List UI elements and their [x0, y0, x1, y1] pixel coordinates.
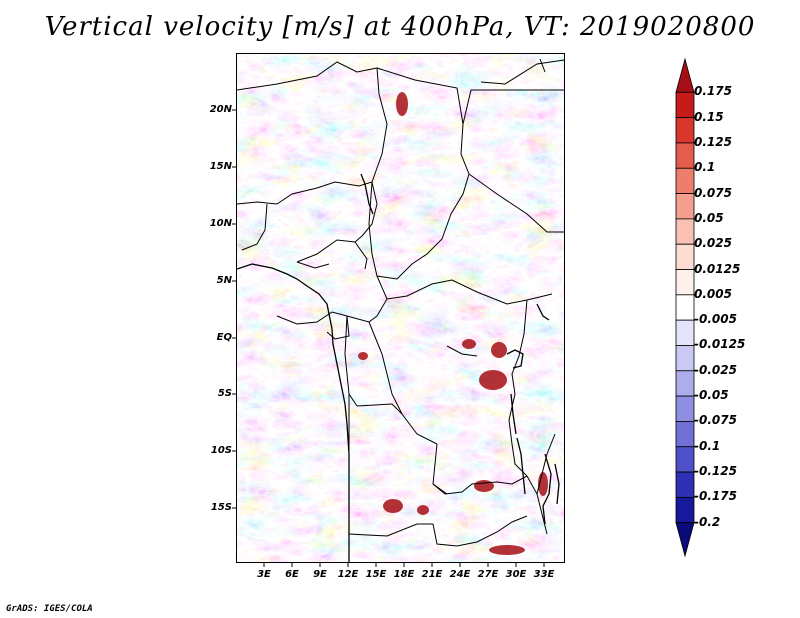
colorbar-label: 0.005	[694, 286, 732, 301]
colorbar-segment	[675, 522, 695, 558]
lon-tick-label: 24E	[449, 569, 471, 580]
coastlines-and-lakes	[237, 173, 560, 562]
map-plot-area	[236, 53, 565, 563]
lon-tick-label: 21E	[421, 569, 443, 580]
lon-tick-label: 15E	[365, 569, 387, 580]
colorbar-label: 0.025	[694, 236, 732, 251]
colorbar-segment	[675, 167, 695, 194]
colorbar-label: 0.05	[694, 210, 724, 225]
colorbar-label: 0.0125	[694, 261, 741, 276]
colorbar	[675, 57, 695, 558]
colorbar-segment	[675, 91, 695, 119]
colorbar-segment	[675, 471, 695, 498]
lat-tick-label: 15S	[210, 502, 232, 513]
lon-tick-label: 27E	[477, 569, 499, 580]
grads-credit: GrADS: IGES/COLA	[6, 604, 93, 614]
lon-tick-label: 33E	[533, 569, 555, 580]
velocity-field-map	[237, 54, 564, 562]
field-contour-texture	[237, 54, 564, 562]
colorbar-segment	[675, 294, 695, 321]
colorbar-label: -0.125	[694, 464, 737, 479]
colorbar-segment	[675, 218, 695, 245]
lat-tick-label: 15N	[209, 161, 232, 172]
colorbar-label: -0.025	[694, 362, 737, 377]
strong-updraft-cells	[358, 92, 548, 555]
colorbar-label: -0.0125	[694, 337, 746, 352]
colorbar-segment	[675, 319, 695, 346]
colorbar-segment	[675, 446, 695, 473]
colorbar-label: 0.175	[694, 84, 732, 99]
lon-tick-label: 9E	[313, 569, 327, 580]
colorbar-label: -0.2	[694, 514, 721, 529]
map-title: Vertical velocity [m/s] at 400hPa, VT: 2…	[44, 12, 756, 42]
colorbar-label: -0.175	[694, 489, 737, 504]
lon-tick-label: 12E	[337, 569, 359, 580]
colorbar-label: -0.005	[694, 312, 737, 327]
lat-tick-label: 5S	[217, 388, 232, 399]
colorbar-label: 0.125	[694, 134, 732, 149]
lon-tick-label: 6E	[285, 569, 299, 580]
lat-tick-label: EQ	[216, 332, 232, 343]
colorbar-segment	[675, 421, 695, 448]
colorbar-label: -0.075	[694, 413, 737, 428]
country-borders	[237, 58, 564, 547]
colorbar-label: 0.1	[694, 160, 716, 175]
colorbar-label: -0.05	[694, 388, 729, 403]
colorbar-label: -0.1	[694, 438, 721, 453]
lon-tick-label: 3E	[257, 569, 271, 580]
colorbar-segment	[675, 345, 695, 372]
colorbar-segment	[675, 496, 695, 524]
lon-tick-label: 18E	[393, 569, 415, 580]
colorbar-segment	[675, 395, 695, 422]
lat-tick-label: 10S	[210, 445, 232, 456]
colorbar-segment	[675, 117, 695, 144]
colorbar-segment	[675, 243, 695, 270]
lon-tick-label: 30E	[505, 569, 527, 580]
colorbar-segment	[675, 193, 695, 220]
colorbar-segment	[675, 142, 695, 169]
lat-tick-label: 10N	[209, 218, 232, 229]
colorbar-segment	[675, 269, 695, 296]
colorbar-label: 0.15	[694, 109, 724, 124]
colorbar-label: 0.075	[694, 185, 732, 200]
colorbar-segment	[675, 57, 695, 93]
colorbar-segment	[675, 370, 695, 397]
lat-tick-label: 20N	[209, 104, 232, 115]
lat-tick-label: 5N	[216, 275, 232, 286]
